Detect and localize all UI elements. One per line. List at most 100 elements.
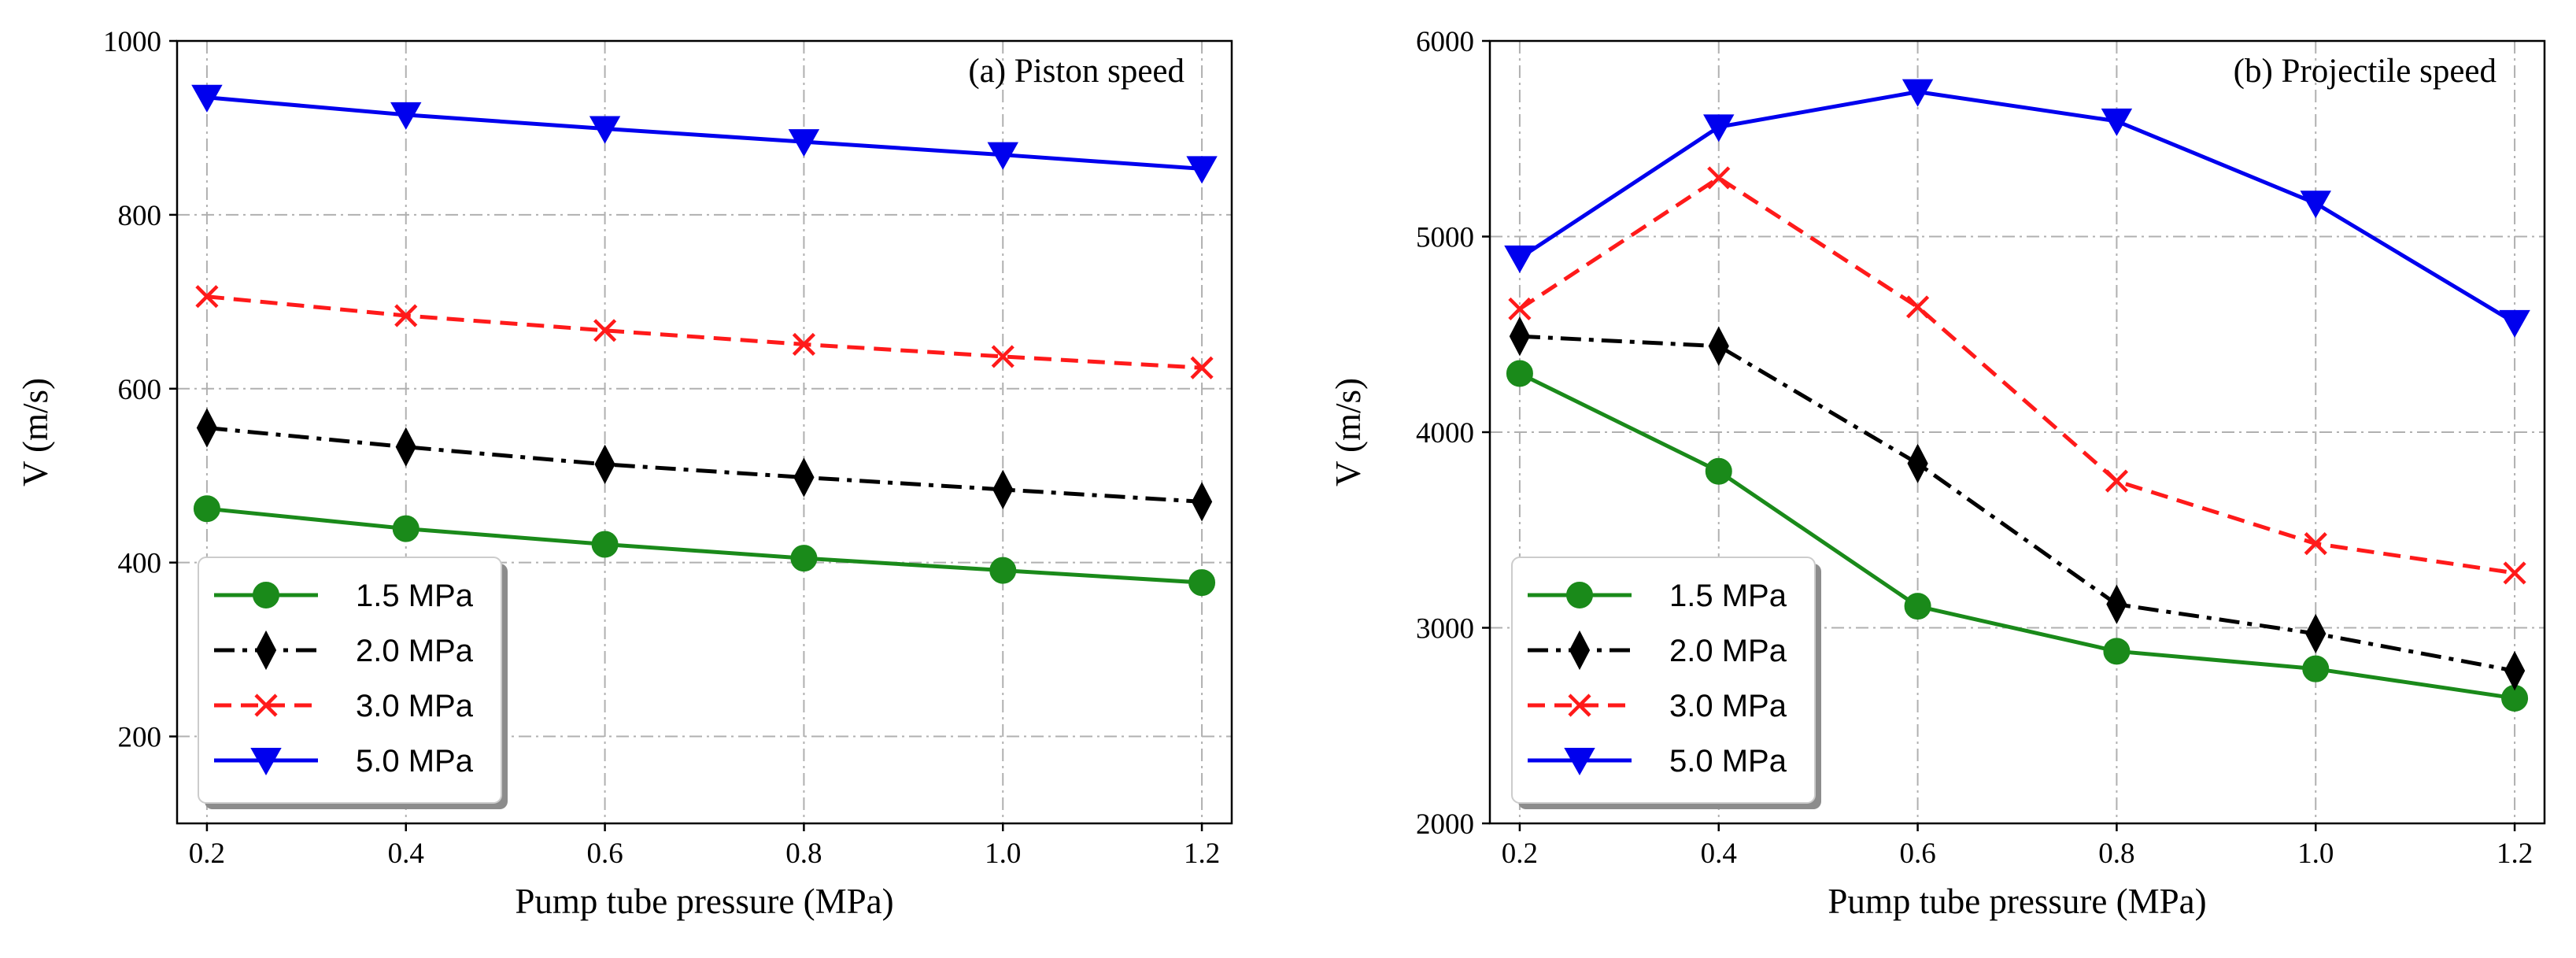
point-b-2-5	[2503, 561, 2526, 585]
point-a-3-1	[390, 102, 422, 130]
point-b-1-3	[2106, 584, 2127, 624]
point-b-3-5	[2499, 309, 2530, 338]
legend-label-b-0: 1.5 MPa	[1669, 579, 1787, 613]
point-b-0-4	[2302, 655, 2330, 682]
point-a-2-4	[991, 345, 1015, 368]
series-line-b-3	[1518, 90, 2516, 324]
point-a-0-1	[392, 515, 419, 542]
point-b-3-0	[1504, 245, 1536, 273]
legend-marker-a-0	[253, 582, 279, 608]
point-a-0-0	[193, 495, 220, 523]
point-a-0-4	[989, 557, 1017, 584]
point-a-2-0	[195, 285, 219, 309]
xtick-label-b-2: 0.6	[1899, 838, 1935, 870]
point-b-1-5	[2504, 651, 2526, 691]
point-a-1-3	[793, 457, 815, 497]
point-a-1-0	[196, 408, 218, 448]
legend-marker-a-1	[255, 630, 277, 671]
point-a-1-4	[992, 469, 1014, 510]
ytick-label-a-4: 1000	[103, 26, 161, 58]
xtick-label-a-5: 1.2	[1184, 838, 1220, 870]
point-b-3-3	[2101, 108, 2133, 136]
point-b-2-2	[1905, 295, 1930, 319]
ytick-label-b-1: 3000	[1416, 613, 1474, 645]
y-axis-label-b: V (m/s)	[1329, 378, 1368, 486]
point-a-2-5	[1190, 356, 1214, 379]
panel-title-b: (b) Projectile speed	[2234, 53, 2497, 90]
xtick-label-b-3: 0.8	[2098, 838, 2134, 870]
ytick-label-a-3: 800	[118, 200, 162, 232]
series-line-a-0	[206, 506, 1203, 585]
series-line-b-1	[1519, 334, 2515, 673]
point-a-3-0	[191, 84, 223, 113]
x-axis-label-a: Pump tube pressure (MPa)	[515, 882, 893, 921]
x-axis-label-b: Pump tube pressure (MPa)	[1828, 882, 2206, 921]
plot-frame-a	[176, 39, 1233, 825]
point-b-3-4	[2300, 190, 2331, 219]
legend-label-a-1: 2.0 MPa	[356, 634, 474, 668]
panel-a: 0.2 0.4 0.6 0.8 1.0 1.2 200 400 600 800 1000 Pump t…	[16, 26, 1233, 921]
legend-marker-b-2	[1568, 694, 1591, 717]
legend-marker-a-2	[254, 694, 278, 717]
point-b-1-1	[1708, 326, 1729, 366]
point-b-2-4	[2304, 532, 2327, 556]
point-a-3-5	[1186, 156, 1218, 184]
legend-label-b-2: 3.0 MPa	[1669, 689, 1787, 723]
point-b-2-0	[1508, 297, 1532, 321]
point-a-2-2	[593, 319, 617, 342]
xtick-label-a-0: 0.2	[189, 838, 225, 870]
xtick-label-a-2: 0.6	[586, 838, 623, 870]
ytick-label-a-0: 200	[118, 722, 162, 754]
point-b-3-1	[1703, 114, 1735, 142]
ytick-label-b-0: 2000	[1416, 808, 1474, 841]
legend-marker-a-3	[250, 748, 282, 776]
point-b-3-2	[1902, 79, 1934, 107]
series-line-b-2	[1518, 176, 2515, 575]
point-b-1-2	[1907, 443, 1928, 483]
legend-label-b-3: 5.0 MPa	[1669, 744, 1787, 779]
xtick-label-b-4: 1.0	[2297, 838, 2334, 870]
point-b-0-3	[2103, 638, 2131, 665]
point-a-1-1	[395, 427, 416, 467]
point-a-0-2	[591, 531, 619, 558]
y-axis-label-a: V (m/s)	[16, 378, 55, 486]
panel-title-a: (a) Piston speed	[968, 53, 1185, 90]
legend-marker-b-1	[1569, 630, 1591, 671]
series-line-a-1	[206, 425, 1203, 504]
point-b-0-2	[1904, 593, 1931, 620]
point-a-3-3	[788, 129, 820, 157]
legend-label-a-3: 5.0 MPa	[356, 744, 474, 779]
point-b-2-1	[1707, 166, 1731, 190]
xtick-label-a-3: 0.8	[785, 838, 822, 870]
xtick-label-b-5: 1.2	[2497, 838, 2533, 870]
point-b-0-1	[1705, 457, 1732, 485]
point-a-3-2	[589, 116, 621, 144]
point-a-3-4	[987, 142, 1018, 170]
legend-label-a-2: 3.0 MPa	[356, 689, 474, 723]
point-b-0-0	[1506, 360, 1533, 387]
ytick-label-b-2: 4000	[1416, 417, 1474, 449]
xtick-label-a-1: 0.4	[388, 838, 424, 870]
series-line-a-3	[206, 95, 1203, 171]
legend-box-b	[1511, 557, 1816, 804]
ytick-label-a-1: 400	[118, 548, 162, 580]
point-a-1-5	[1191, 482, 1213, 522]
legend-label-a-0: 1.5 MPa	[356, 579, 474, 613]
xtick-label-b-0: 0.2	[1502, 838, 1538, 870]
legend-marker-b-3	[1564, 748, 1595, 776]
point-a-0-5	[1188, 569, 1216, 597]
point-b-1-4	[2305, 613, 2327, 654]
point-b-1-0	[1509, 316, 1531, 357]
series-line-b-0	[1518, 372, 2515, 701]
point-a-2-3	[792, 332, 816, 357]
ytick-label-b-4: 6000	[1416, 26, 1474, 58]
point-b-2-3	[2105, 469, 2129, 493]
legend-box-a	[198, 557, 502, 804]
ytick-label-a-2: 600	[118, 374, 162, 406]
legend-marker-b-0	[1566, 582, 1593, 608]
legend-a: 1.5 MPa 2.0 MPa 3.0 MPa 5.0 MPa	[198, 557, 508, 809]
legend-b: 1.5 MPa 2.0 MPa 3.0 MPa 5.0 MPa	[1511, 557, 1821, 809]
ytick-label-b-3: 5000	[1416, 222, 1474, 254]
panel-b: 0.2 0.4 0.6 0.8 1.0 1.2 2000 3000 4000 5000 6000 Pu…	[1329, 26, 2546, 921]
